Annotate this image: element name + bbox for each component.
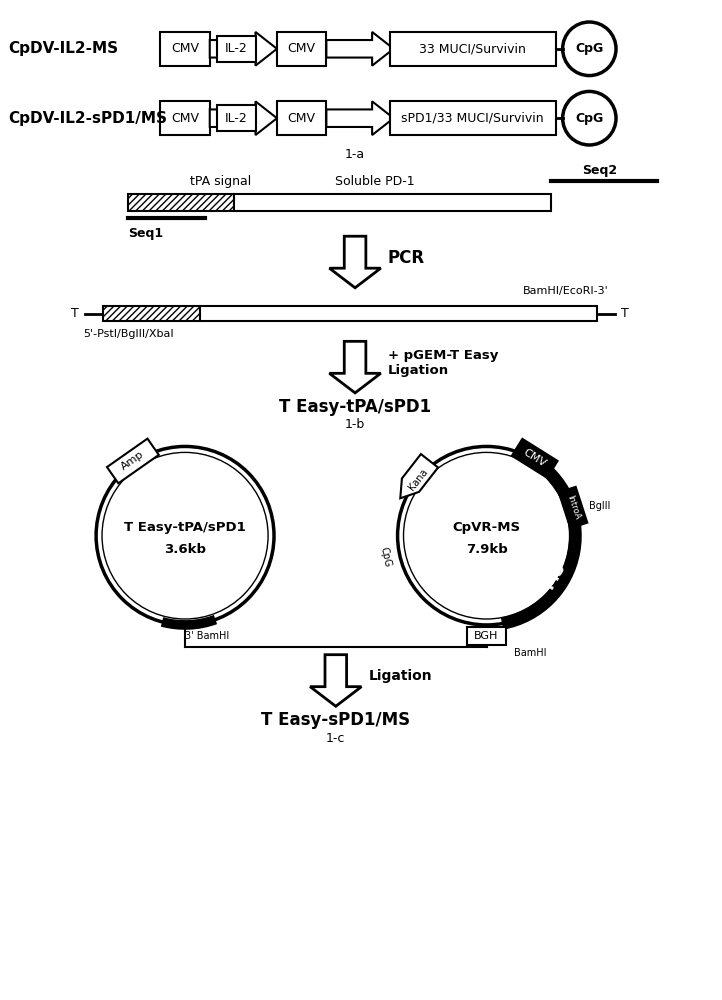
Polygon shape <box>107 439 159 483</box>
Text: IntroA: IntroA <box>565 494 581 521</box>
Bar <box>235 194 551 211</box>
Polygon shape <box>329 236 380 288</box>
Text: 1-a: 1-a <box>345 148 365 161</box>
Text: PCR: PCR <box>388 249 425 267</box>
Bar <box>160 101 210 135</box>
Bar <box>128 194 235 211</box>
Text: CpDV-IL2-MS: CpDV-IL2-MS <box>8 41 118 56</box>
Text: 7.9kb: 7.9kb <box>466 543 508 556</box>
Text: CMV: CMV <box>521 447 548 469</box>
Polygon shape <box>326 101 393 135</box>
Text: Seq1: Seq1 <box>128 227 163 240</box>
Text: Seq2: Seq2 <box>583 164 617 177</box>
Text: Amp: Amp <box>120 450 147 472</box>
Text: T Easy-sPD1/MS: T Easy-sPD1/MS <box>261 711 410 729</box>
Polygon shape <box>512 439 557 478</box>
Bar <box>277 32 326 66</box>
Bar <box>200 306 597 321</box>
Text: 1-c: 1-c <box>326 732 346 744</box>
Text: Soluble PD-1: Soluble PD-1 <box>335 175 415 188</box>
Bar <box>390 101 556 135</box>
Text: sPD1/33 MUCI/Survivin: sPD1/33 MUCI/Survivin <box>401 112 544 125</box>
Polygon shape <box>400 454 438 498</box>
Text: CpVR-MS: CpVR-MS <box>453 521 521 534</box>
Text: IL-2: IL-2 <box>225 42 248 55</box>
Text: T Easy-tPA/sPD1: T Easy-tPA/sPD1 <box>124 521 246 534</box>
Polygon shape <box>210 101 277 135</box>
Text: Kana: Kana <box>406 467 430 492</box>
Text: T: T <box>621 307 629 320</box>
Bar <box>217 36 256 62</box>
Text: CMV: CMV <box>171 42 199 55</box>
Bar <box>103 306 200 321</box>
Text: CpG: CpG <box>575 112 604 125</box>
Polygon shape <box>326 32 393 66</box>
Polygon shape <box>310 655 362 706</box>
Text: 5'-PstI/BglII/XbaI: 5'-PstI/BglII/XbaI <box>83 329 174 339</box>
Bar <box>390 32 556 66</box>
Text: CMV: CMV <box>171 112 199 125</box>
Text: 33 MUCI/Survivin: 33 MUCI/Survivin <box>419 42 526 55</box>
Text: CpG: CpG <box>575 42 604 55</box>
Polygon shape <box>559 487 587 528</box>
Polygon shape <box>466 627 506 645</box>
Text: BamHI/EcoRI-3': BamHI/EcoRI-3' <box>523 286 609 296</box>
Text: tPA signal: tPA signal <box>190 175 251 188</box>
Text: BGH: BGH <box>474 631 499 641</box>
Text: T: T <box>71 307 79 320</box>
Polygon shape <box>329 341 380 393</box>
Text: CpG: CpG <box>379 546 393 568</box>
Text: BamHI: BamHI <box>514 648 547 658</box>
Text: MS: MS <box>539 558 569 592</box>
Text: 1-b: 1-b <box>345 418 365 431</box>
Text: + pGEM-T Easy
Ligation: + pGEM-T Easy Ligation <box>388 349 498 377</box>
Bar <box>160 32 210 66</box>
Text: CMV: CMV <box>287 42 316 55</box>
Text: CMV: CMV <box>287 112 316 125</box>
Bar <box>277 101 326 135</box>
Text: BglII: BglII <box>589 501 611 511</box>
Text: Ligation: Ligation <box>368 669 432 683</box>
Text: T Easy-tPA/sPD1: T Easy-tPA/sPD1 <box>279 398 431 416</box>
Text: CpDV-IL2-sPD1/MS: CpDV-IL2-sPD1/MS <box>8 111 167 126</box>
Text: 3.6kb: 3.6kb <box>164 543 206 556</box>
Polygon shape <box>210 32 277 66</box>
Bar <box>217 105 256 131</box>
Text: 3' BamHI: 3' BamHI <box>185 631 229 641</box>
Text: IL-2: IL-2 <box>225 112 248 125</box>
